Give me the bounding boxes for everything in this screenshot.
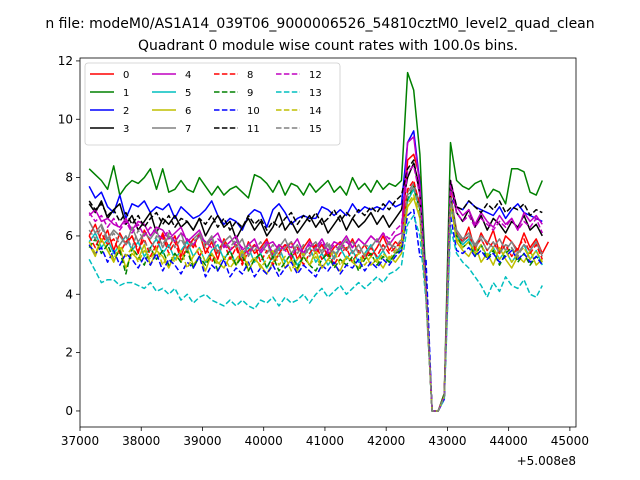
legend-label: 1 [123, 88, 129, 99]
legend-label: 15 [309, 124, 322, 135]
legend-label: 5 [185, 88, 191, 99]
x-tick-label: 40000 [245, 434, 283, 448]
legend-label: 14 [309, 106, 322, 117]
y-tick-label: 12 [58, 54, 73, 68]
x-tick-label: 41000 [306, 434, 344, 448]
y-tick-label: 2 [65, 346, 73, 360]
y-tick-label: 0 [65, 404, 73, 418]
series-line-5 [88, 188, 543, 412]
y-tick-label: 6 [65, 229, 73, 243]
legend-label: 0 [123, 70, 129, 81]
y-tick-label: 4 [65, 287, 73, 301]
x-tick-label: 45000 [551, 434, 589, 448]
legend-label: 9 [247, 88, 253, 99]
legend-label: 11 [247, 124, 260, 135]
series-line-14 [88, 194, 543, 412]
legend-label: 4 [185, 70, 191, 81]
x-offset-label: +5.008e8 [517, 454, 576, 468]
legend-label: 7 [185, 124, 191, 135]
series-line-9 [88, 185, 543, 412]
series-layer [88, 71, 550, 412]
x-tick-label: 44000 [490, 434, 528, 448]
legend-label: 12 [309, 70, 322, 81]
x-tick-label: 42000 [367, 434, 405, 448]
x-tick-label: 38000 [122, 434, 160, 448]
series-line-10 [88, 208, 543, 412]
series-line-15 [88, 185, 543, 412]
plot-frame [79, 57, 577, 428]
series-line-2 [88, 130, 543, 412]
x-tick-label: 37000 [61, 434, 99, 448]
chart-title: Quadrant 0 module wise count rates with … [138, 38, 518, 54]
series-line-13 [88, 214, 543, 412]
tick-layer: 37000 38000 39000 40000 41000 42000 43000 44000… [58, 54, 589, 448]
legend-label: 8 [247, 70, 253, 81]
legend-label: 13 [309, 88, 322, 99]
x-tick-label: 39000 [183, 434, 221, 448]
series-line-11 [88, 159, 543, 412]
series-line-12 [88, 165, 543, 412]
y-tick-label: 8 [65, 171, 73, 185]
figure-suptitle: n file: modeM0/AS1A14_039T06_9000006526_… [45, 16, 594, 32]
series-line-1 [88, 71, 543, 412]
legend-label: 2 [123, 106, 129, 117]
legend-box [84, 62, 341, 146]
x-tick-label: 43000 [428, 434, 466, 448]
series-line-8 [88, 179, 543, 412]
legend-label: 10 [247, 106, 260, 117]
y-tick-label: 10 [58, 112, 73, 126]
legend-label: 3 [123, 124, 129, 135]
legend-label: 6 [185, 106, 191, 117]
